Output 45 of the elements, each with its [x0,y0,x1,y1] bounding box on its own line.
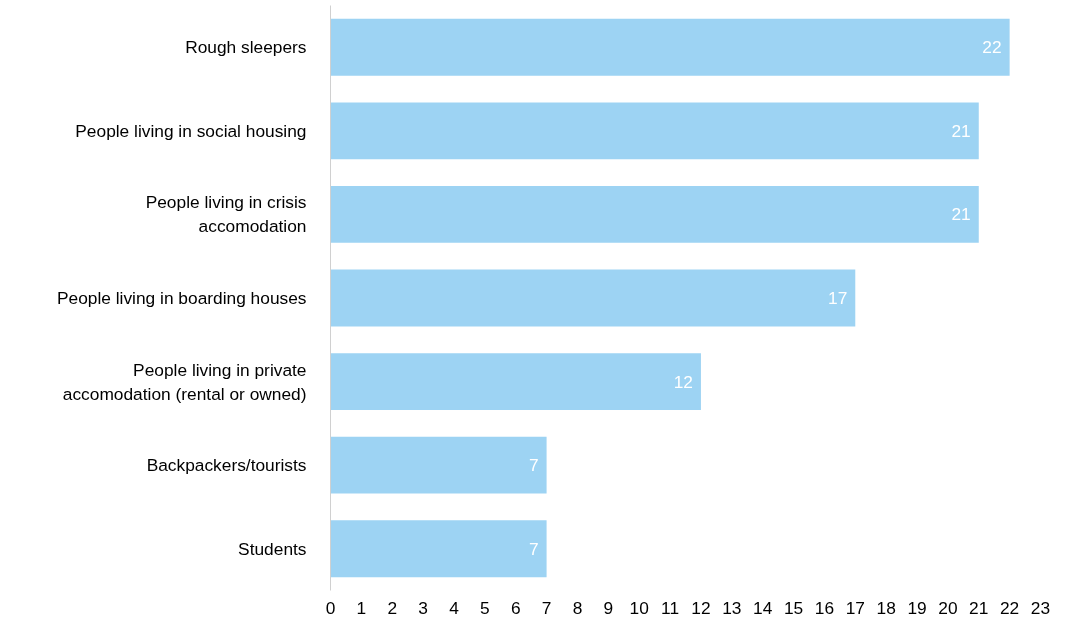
y-tick-label: People living in boarding houses [56,288,307,308]
x-tick-label: 17 [845,597,865,618]
x-tick-label: 19 [907,597,927,618]
data-label: 21 [951,204,971,225]
x-tick-label: 21 [969,597,989,618]
y-tick-label: Students [238,538,307,559]
x-tick-label: 20 [938,597,958,618]
x-tick-label: 9 [603,597,614,618]
x-tick-label: 23 [1030,597,1051,618]
data-label: 22 [982,37,1002,58]
x-tick-label: 6 [510,597,521,618]
data-label: 17 [828,288,848,308]
x-tick-label: 15 [783,597,804,618]
x-tick-label: 16 [814,597,835,618]
bar [330,520,547,578]
x-tick-label: 14 [753,597,773,618]
bar [330,353,701,410]
y-tick-label: Rough sleepers [185,37,307,58]
x-tick-label: 10 [629,597,649,618]
y-tick-label: People living in private accomodation (rental or owned) [62,359,307,404]
x-tick-label: 13 [722,597,742,618]
y-tick-label: People living in crisis accomodation [145,192,307,237]
x-tick-label: 1 [356,597,367,618]
x-tick-label: 22 [999,597,1020,618]
data-label: 12 [673,371,693,392]
data-label: 21 [951,120,971,141]
bar [330,436,547,494]
x-tick-label: 7 [541,597,552,618]
data-label: 7 [528,538,539,559]
x-tick-label: 8 [572,597,583,618]
x-tick-label: 0 [325,597,336,618]
x-tick-label: 18 [876,597,896,618]
bar [330,269,856,327]
y-tick-label: Backpackers/tourists [146,455,307,476]
x-tick-label: 3 [418,597,428,618]
x-tick-label: 4 [449,597,460,618]
data-label: 7 [528,455,539,476]
x-tick-label: 2 [387,597,398,618]
x-tick-label: 12 [691,597,711,618]
bar [330,186,979,243]
bar [330,102,979,160]
x-tick-label: 11 [661,597,680,618]
bar [330,18,1010,76]
x-tick-label: 5 [480,597,490,618]
y-tick-label: People living in social housing [75,120,307,141]
